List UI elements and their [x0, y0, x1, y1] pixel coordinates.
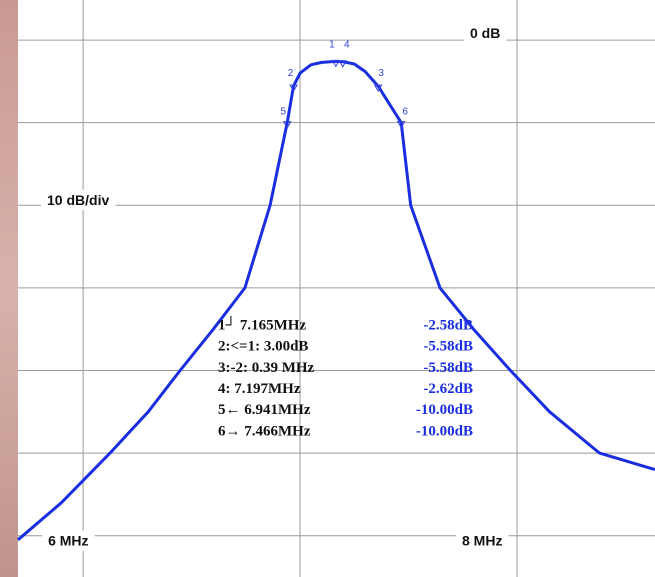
marker	[396, 121, 406, 129]
marker	[282, 121, 292, 129]
label-background	[42, 530, 95, 551]
label-background	[41, 189, 116, 210]
marker-level: -10.00dB	[416, 423, 473, 439]
marker-label: 5	[280, 107, 286, 118]
marker-level: -10.00dB	[416, 402, 473, 418]
background-strip	[0, 0, 18, 577]
marker-level: -2.62dB	[423, 381, 473, 397]
marker-label: 4	[344, 40, 350, 51]
x-tick-label: 8 MHz	[462, 533, 502, 549]
label-background	[456, 530, 509, 551]
marker-readout: 3:-2: 0.39 MHz	[218, 360, 315, 376]
marker-level: -2.58dB	[423, 317, 473, 333]
marker-readout: 2:<=1: 3.00dB	[218, 339, 308, 355]
marker-readout: 6→ 7.466MHz	[218, 423, 311, 439]
marker-label: 6	[402, 107, 408, 118]
label-background	[464, 22, 507, 43]
marker	[373, 84, 383, 93]
y-tick-label: 0 dB	[470, 25, 500, 41]
marker-label: 2	[288, 68, 294, 79]
marker	[331, 59, 341, 68]
marker-readout: 4: 7.197MHz	[218, 381, 301, 397]
marker	[338, 60, 348, 68]
scale-annotation: 10 dB/div	[47, 192, 109, 208]
marker-readout: 1┘ 7.165MHz	[218, 315, 306, 333]
marker-level: -5.58dB	[423, 339, 473, 355]
marker	[289, 84, 298, 93]
plot-area	[18, 0, 655, 577]
marker-readout: 5← 6.941MHz	[218, 402, 311, 418]
marker-level: -5.58dB	[423, 360, 473, 376]
x-tick-label: 6 MHz	[48, 533, 88, 549]
response-curve	[17, 59, 655, 541]
marker-label: 1	[329, 39, 335, 50]
marker-label: 3	[378, 68, 384, 79]
